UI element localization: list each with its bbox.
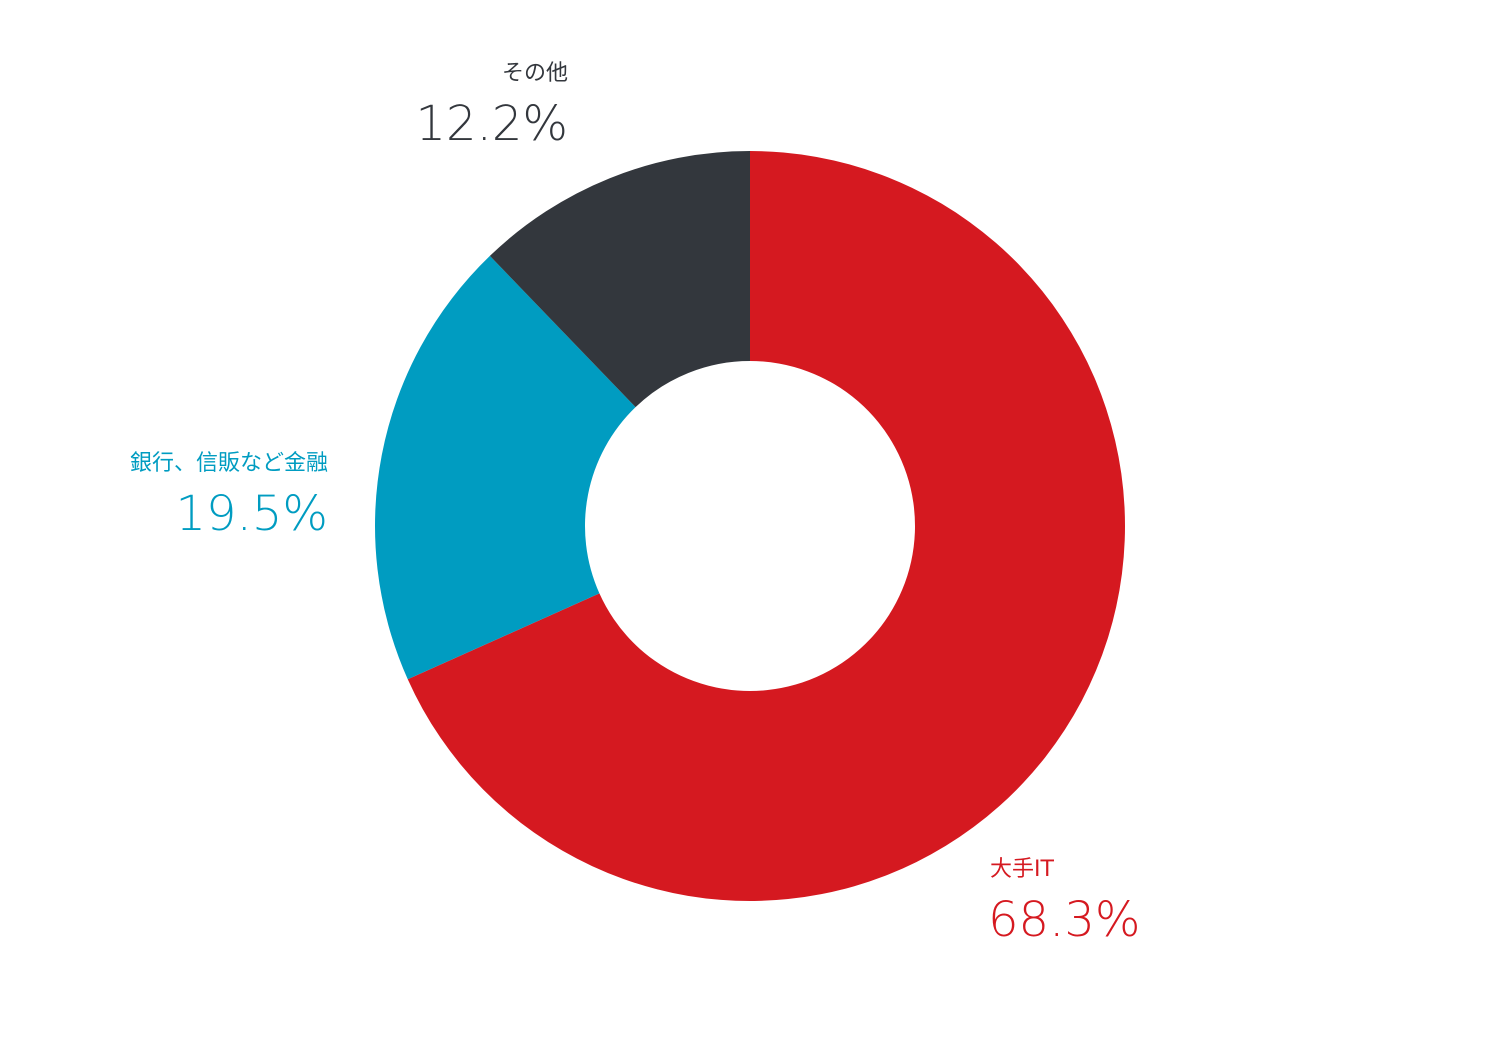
slice-label-ote-it: 大手IT xyxy=(990,857,1054,882)
slice-value-finance: 19.5% xyxy=(176,486,328,542)
slice-ote-it xyxy=(407,151,1125,901)
slice-label-other: その他 xyxy=(502,61,568,86)
slice-value-other: 12.2% xyxy=(416,96,568,152)
slice-labels: 大手IT 68.3% 銀行、信販など金融 19.5% その他 12.2% xyxy=(130,61,1141,948)
donut-slices xyxy=(375,151,1125,901)
slice-finance xyxy=(375,255,636,680)
slice-other xyxy=(489,151,750,408)
slice-value-ote-it: 68.3% xyxy=(988,892,1140,948)
slice-label-finance: 銀行、信販など金融 xyxy=(130,451,328,476)
